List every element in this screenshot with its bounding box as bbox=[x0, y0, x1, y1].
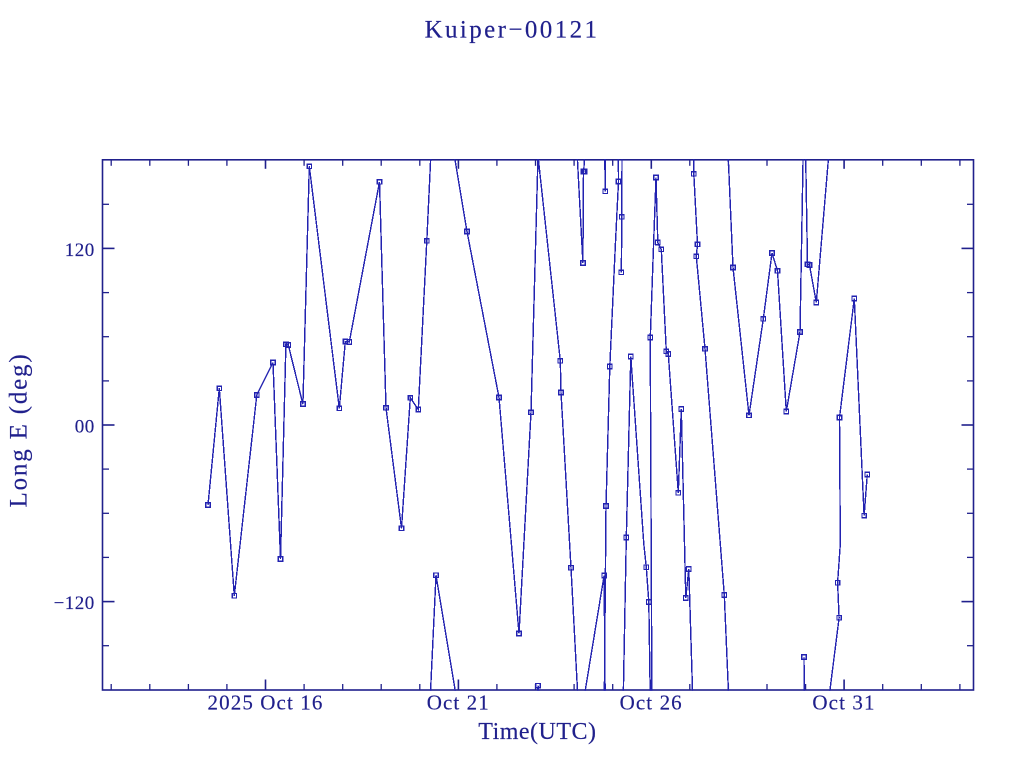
svg-text:Oct 26: Oct 26 bbox=[620, 691, 683, 715]
svg-text:120: 120 bbox=[65, 240, 95, 261]
svg-text:Oct 21: Oct 21 bbox=[427, 691, 490, 715]
svg-text:−120: −120 bbox=[54, 593, 95, 614]
svg-text:Oct 31: Oct 31 bbox=[812, 691, 875, 715]
svg-text:Long E (deg): Long E (deg) bbox=[6, 353, 33, 508]
svg-text:Time(UTC): Time(UTC) bbox=[478, 719, 596, 745]
svg-text:2025 Oct 16: 2025 Oct 16 bbox=[208, 691, 324, 715]
svg-text:Kuiper−00121: Kuiper−00121 bbox=[425, 17, 600, 44]
svg-text:00: 00 bbox=[75, 416, 95, 437]
